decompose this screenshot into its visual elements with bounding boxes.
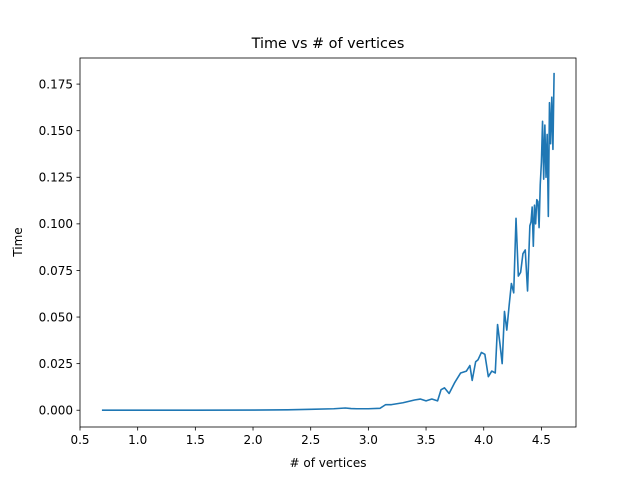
- axes-frame: [79, 57, 577, 428]
- y-tick-label: 0.150: [39, 124, 73, 138]
- x-axis: 0.5 1.0 1.5 2.0 2.5 3.0 3.5 4.0 4.5: [70, 427, 551, 447]
- x-tick-label: 4.5: [532, 433, 551, 447]
- x-tick-label: 4.0: [474, 433, 493, 447]
- y-axis: 0.000 0.025 0.050 0.075 0.100 0.125 0.150 0.175: [39, 77, 80, 418]
- x-tick-label: 0.5: [70, 433, 89, 447]
- y-tick-label: 0.175: [39, 77, 73, 91]
- series-line: [101, 72, 555, 412]
- y-tick-label: 0.075: [39, 264, 73, 278]
- x-tick-label: 2.0: [243, 433, 262, 447]
- y-tick-label: 0.125: [39, 171, 73, 185]
- x-tick-label: 3.0: [359, 433, 378, 447]
- x-axis-label: # of vertices: [290, 456, 367, 470]
- x-tick-label: 2.5: [301, 433, 320, 447]
- y-tick-label: 0.100: [39, 217, 73, 231]
- y-tick-label: 0.050: [39, 310, 73, 324]
- y-tick-label: 0.025: [39, 357, 73, 371]
- plot-area: [101, 72, 555, 412]
- x-tick-label: 1.0: [128, 433, 147, 447]
- y-tick-label: 0.000: [39, 404, 73, 418]
- x-tick-label: 1.5: [186, 433, 205, 447]
- y-axis-label: Time: [11, 227, 25, 257]
- x-tick-label: 3.5: [416, 433, 435, 447]
- chart-title: Time vs # of vertices: [251, 36, 405, 52]
